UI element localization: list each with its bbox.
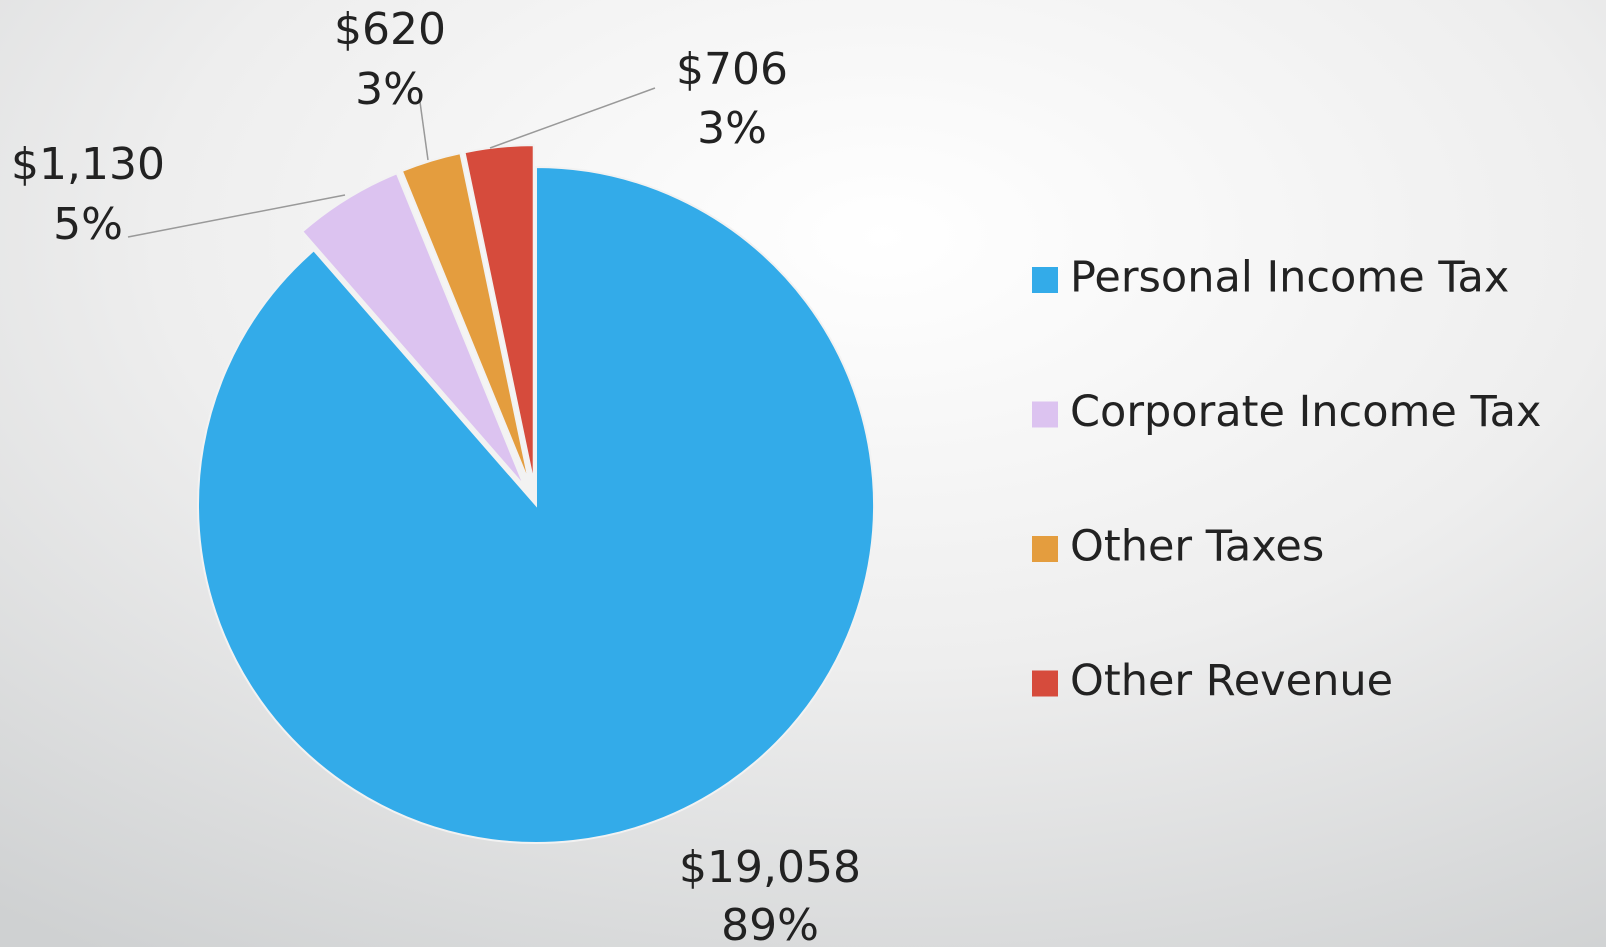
legend-swatch xyxy=(1032,670,1058,697)
legend-label: Personal Income Tax xyxy=(1070,253,1509,303)
legend-swatch xyxy=(1032,536,1058,562)
leader-line xyxy=(419,101,429,161)
value-label: $1,130 xyxy=(11,139,165,190)
legend-label: Corporate Income Tax xyxy=(1070,387,1541,437)
pie-slice xyxy=(300,171,526,487)
pie-slice xyxy=(197,165,875,844)
value-label: $19,058 xyxy=(679,842,861,893)
pie-slice xyxy=(400,151,531,485)
leader-line xyxy=(127,194,346,238)
percent-label: 5% xyxy=(53,199,123,250)
legend-swatch xyxy=(1032,267,1058,293)
pie-slice xyxy=(463,144,535,484)
legend-label: Other Revenue xyxy=(1070,656,1393,706)
legend-swatch xyxy=(1032,401,1058,428)
percent-label: 89% xyxy=(721,900,819,947)
leader-line xyxy=(489,87,656,149)
value-label: $706 xyxy=(676,44,788,95)
value-label: $620 xyxy=(334,4,446,55)
legend-label: Other Taxes xyxy=(1070,522,1324,572)
percent-label: 3% xyxy=(697,103,767,154)
percent-label: 3% xyxy=(355,64,425,115)
